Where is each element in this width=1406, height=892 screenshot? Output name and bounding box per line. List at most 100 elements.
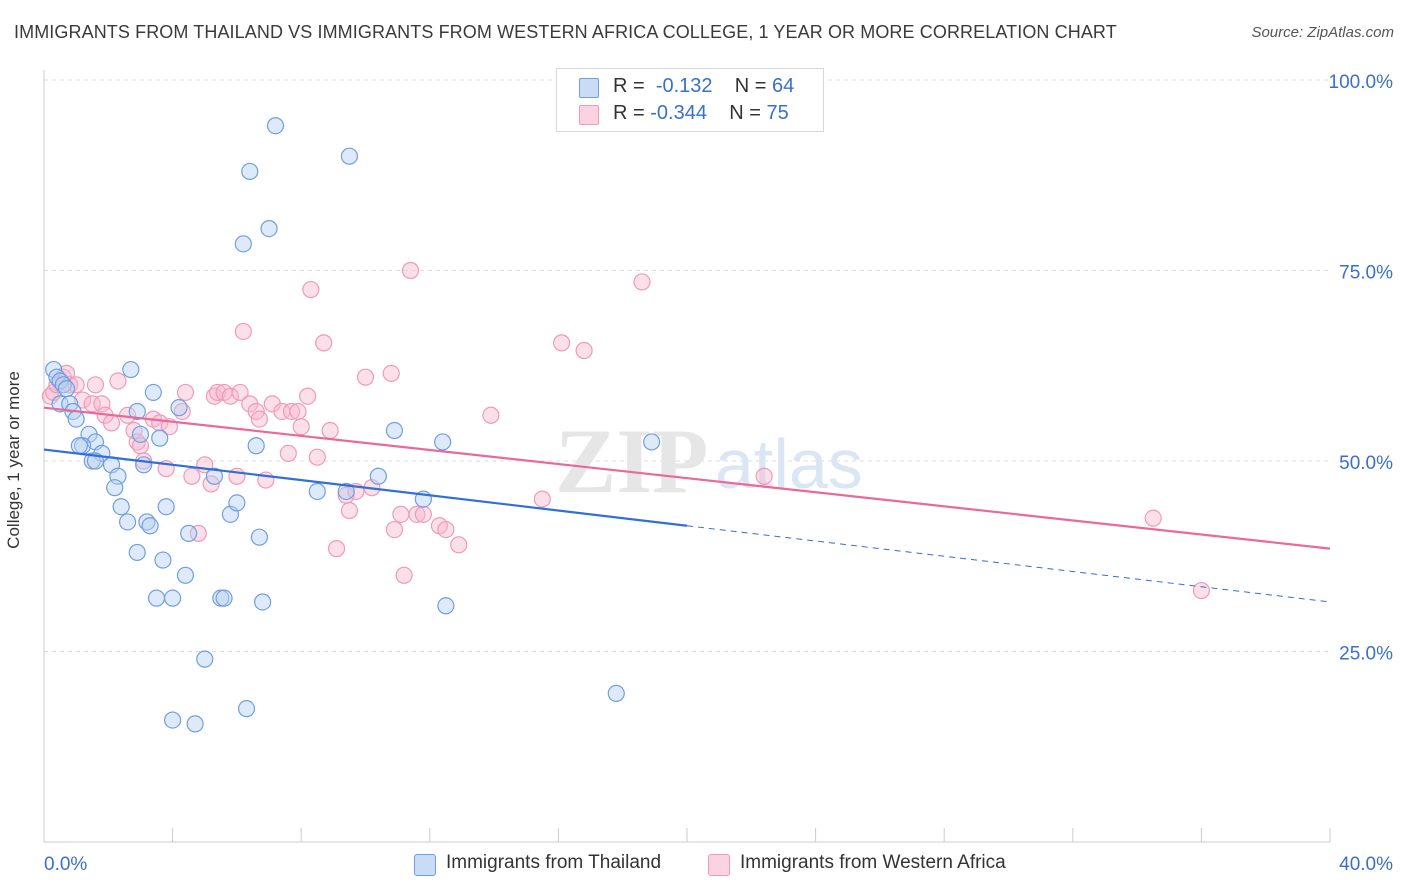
point-western-africa [482, 406, 500, 424]
point-thailand [186, 715, 204, 733]
point-thailand [237, 700, 256, 718]
point-western-africa [315, 334, 333, 352]
legend-n-value-western-africa: 75 [766, 102, 789, 124]
point-thailand [67, 410, 85, 428]
western-africa-points [41, 261, 1211, 600]
bottom-legend-label-thailand: Immigrants from Thailand [446, 852, 662, 873]
point-thailand [57, 380, 76, 398]
source-credit: Source: ZipAtlas.com [1251, 24, 1394, 41]
legend-swatch-western-africa [579, 105, 599, 125]
point-western-africa [395, 566, 413, 584]
tick-labels: 25.0% 50.0% 75.0% 100.0% 0.0% 40.0% [44, 72, 1393, 875]
point-western-africa [102, 414, 121, 432]
point-western-africa [282, 402, 301, 421]
point-western-africa [382, 364, 400, 382]
point-western-africa [392, 505, 410, 523]
point-thailand [122, 360, 140, 379]
point-thailand [164, 589, 182, 607]
point-western-africa [221, 387, 240, 405]
point-thailand [234, 235, 252, 253]
point-thailand [147, 589, 166, 607]
point-thailand [151, 429, 169, 447]
point-thailand [369, 467, 387, 485]
watermark-zip: ZIP [555, 410, 708, 512]
point-western-africa [183, 467, 201, 485]
point-western-africa [401, 261, 420, 280]
point-thailand [247, 437, 265, 455]
point-western-africa [86, 376, 105, 394]
point-thailand [106, 479, 124, 497]
watermark: ZIP atlas [555, 410, 863, 512]
point-thailand [51, 395, 69, 413]
point-thailand [437, 597, 455, 615]
point-thailand [205, 467, 223, 485]
point-thailand [254, 593, 272, 611]
point-western-africa [1144, 509, 1162, 527]
y-tick-label: 75.0% [1339, 263, 1393, 284]
point-thailand [128, 402, 146, 421]
point-western-africa [228, 467, 246, 485]
point-thailand [434, 433, 452, 451]
point-thailand [228, 494, 246, 512]
point-western-africa [575, 341, 593, 360]
point-western-africa [176, 383, 195, 402]
point-thailand [196, 650, 214, 668]
point-thailand [215, 589, 233, 607]
grid-lines [44, 79, 1330, 652]
point-thailand [385, 421, 404, 440]
point-western-africa [340, 501, 359, 520]
legend-r-label: R = [613, 102, 645, 124]
point-western-africa [302, 280, 320, 299]
bottom-legend-label-western-africa: Immigrants from Western Africa [740, 852, 1006, 873]
point-western-africa [327, 540, 346, 558]
point-western-africa [67, 376, 85, 394]
trend-lines [43, 406, 1331, 603]
point-western-africa [414, 505, 432, 523]
point-thailand [308, 482, 326, 501]
chart-title: IMMIGRANTS FROM THAILAND VS IMMIGRANTS F… [14, 22, 1117, 42]
legend-r-value-thailand: -0.132 [655, 75, 713, 97]
point-western-africa [279, 444, 297, 462]
y-tick-label: 50.0% [1339, 453, 1393, 474]
point-western-africa [299, 387, 317, 405]
point-thailand [266, 117, 285, 135]
point-thailand [170, 399, 188, 417]
point-thailand [154, 551, 172, 569]
point-western-africa [189, 524, 207, 542]
point-western-africa [73, 391, 92, 409]
point-thailand [340, 147, 359, 165]
legend-n-value-thailand: 64 [772, 75, 795, 97]
point-western-africa [109, 372, 127, 390]
point-thailand [70, 437, 88, 455]
point-western-africa [308, 448, 326, 466]
trend-line-western-africa [43, 406, 1331, 550]
legend-swatch-thailand [579, 78, 599, 98]
axes [43, 70, 1331, 843]
point-western-africa [437, 520, 455, 539]
point-western-africa [385, 520, 404, 539]
legend-n-label: N = [729, 102, 761, 124]
point-western-africa [292, 418, 310, 436]
point-thailand [128, 543, 146, 562]
correlation-legend: R = -0.132 N = 64 R = -0.344 N = 75 [556, 68, 824, 132]
legend-r-value-western-africa: -0.344 [650, 102, 707, 124]
x-tick-label-min: 0.0% [44, 854, 87, 875]
point-western-africa [553, 334, 571, 352]
point-western-africa [321, 421, 339, 440]
point-western-africa [356, 368, 375, 386]
point-thailand [144, 383, 162, 402]
trend-line-thailand-extension [686, 525, 1331, 603]
trend-line-thailand [43, 448, 688, 527]
legend-r-label: R = [613, 75, 645, 97]
y-tick-label: 100.0% [1329, 72, 1394, 93]
point-western-africa [1192, 581, 1211, 600]
point-western-africa [408, 505, 426, 523]
point-thailand [607, 684, 625, 703]
point-thailand [141, 517, 159, 535]
point-thailand [135, 456, 153, 474]
legend-n-label: N = [734, 75, 767, 97]
point-thailand [164, 711, 182, 729]
y-tick-label: 25.0% [1339, 644, 1393, 665]
point-thailand [260, 219, 278, 238]
